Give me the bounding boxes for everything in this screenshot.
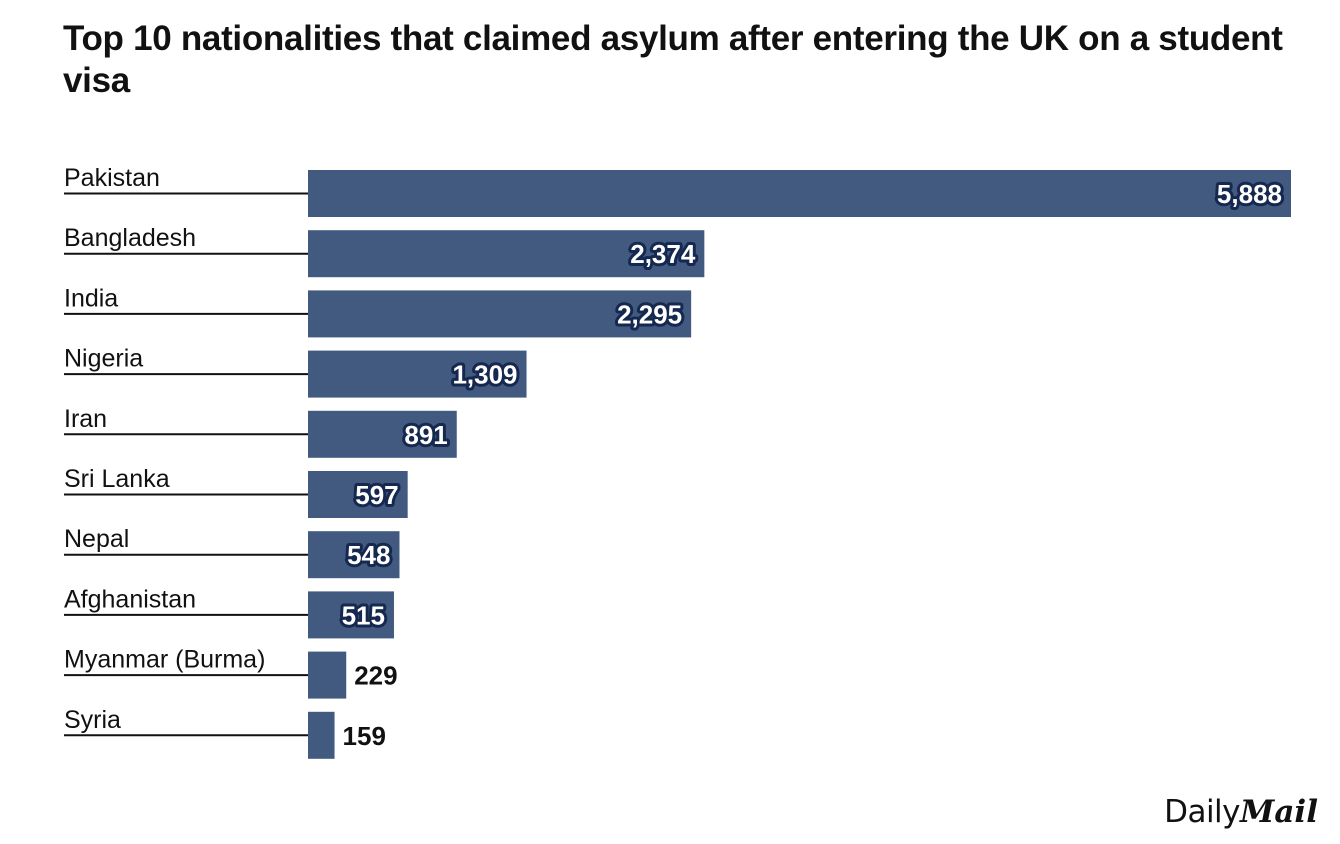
bar-row: Nepal 548 xyxy=(64,525,400,579)
logo-mail-text: Mail xyxy=(1240,794,1318,830)
daily-mail-logo: Daily Mail xyxy=(1164,794,1318,834)
category-label: Afghanistan xyxy=(64,585,196,613)
bar xyxy=(308,471,408,518)
chart-title: Top 10 nationalities that claimed asylum… xyxy=(63,19,1283,100)
category-label: Iran xyxy=(64,405,107,433)
value-label: 891 xyxy=(404,420,447,450)
logo-daily-text: Daily xyxy=(1164,794,1241,830)
category-label: Sri Lanka xyxy=(64,465,170,493)
bar xyxy=(308,230,705,278)
category-label: Bangladesh xyxy=(64,224,196,252)
value-label: 2,374 xyxy=(630,239,696,269)
bar-row: Myanmar (Burma) 229 xyxy=(64,646,398,699)
bar-row: Iran 891 xyxy=(64,405,457,458)
bar xyxy=(308,350,527,398)
value-label: 5,888 xyxy=(1217,179,1282,209)
value-label: 515 xyxy=(342,600,385,630)
bar xyxy=(308,410,457,458)
bar xyxy=(308,651,347,699)
bar-row: Syria 159 xyxy=(64,706,386,759)
value-label: 159 xyxy=(343,721,386,751)
value-label: 548 xyxy=(347,540,390,570)
category-label: Myanmar (Burma) xyxy=(64,646,265,674)
bar-row: Pakistan 5,888 xyxy=(64,164,1291,217)
bar-row: Afghanistan 515 xyxy=(64,585,394,639)
bar-row: Nigeria 1,309 xyxy=(64,345,527,398)
category-label: Syria xyxy=(64,706,121,734)
bar xyxy=(308,170,1291,217)
category-label: India xyxy=(64,284,118,312)
value-label: 1,309 xyxy=(452,360,517,390)
bar xyxy=(308,290,692,338)
bar xyxy=(308,711,335,759)
bar xyxy=(308,591,394,639)
value-label: 597 xyxy=(355,480,398,510)
category-label: Nigeria xyxy=(64,345,143,373)
value-label: 2,295 xyxy=(617,299,682,329)
bar-row: Sri Lanka 597 xyxy=(64,465,408,518)
bar-row: Bangladesh 2,374 xyxy=(64,224,705,278)
category-label: Pakistan xyxy=(64,164,160,192)
bar-row: India 2,295 xyxy=(64,284,692,338)
bar xyxy=(308,531,400,579)
category-label: Nepal xyxy=(64,525,129,553)
value-label: 229 xyxy=(354,661,397,691)
